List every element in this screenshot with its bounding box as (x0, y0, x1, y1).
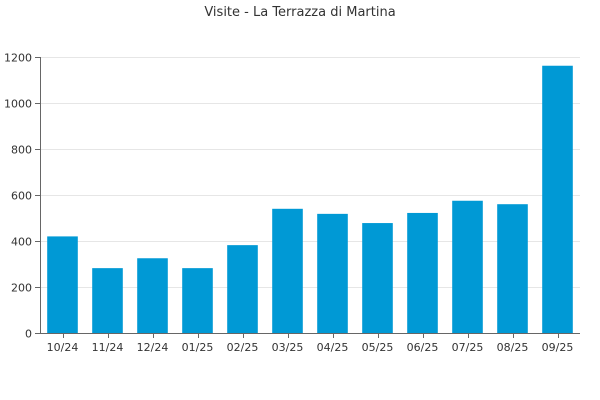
bar-07-25 (452, 200, 483, 333)
y-tick-label: 1000 (4, 98, 32, 111)
x-tick-label: 05/25 (362, 341, 394, 354)
x-tick-label: 03/25 (272, 341, 304, 354)
bar-11-24 (92, 268, 123, 333)
y-tick-label: 600 (11, 190, 32, 203)
bar-06-25 (407, 212, 438, 333)
bar-01-25 (182, 268, 213, 333)
x-tick-label: 01/25 (182, 341, 214, 354)
x-tick-label: 02/25 (227, 341, 259, 354)
x-tick-label: 07/25 (452, 341, 484, 354)
chart-title: Visite - La Terrazza di Martina (204, 5, 395, 20)
bar-10-24 (47, 236, 78, 333)
bar-12-24 (137, 258, 168, 333)
y-tick-label: 400 (11, 236, 32, 249)
bar-04-25 (317, 213, 348, 333)
bar-03-25 (272, 208, 303, 333)
y-tick-label: 800 (11, 144, 32, 157)
axes (35, 57, 580, 338)
bar-08-25 (497, 204, 528, 333)
x-tick-label: 11/24 (92, 341, 124, 354)
x-tick-label: 04/25 (317, 341, 349, 354)
x-tick-label: 12/24 (137, 341, 169, 354)
gridlines (40, 57, 580, 288)
x-tick-label: 09/25 (542, 341, 574, 354)
bar-09-25 (542, 65, 573, 334)
bar-02-25 (227, 245, 258, 333)
x-tick-labels: 10/24 11/24 12/24 01/25 02/25 03/25 04/25 05/25… (47, 341, 574, 354)
bars (47, 65, 573, 334)
x-tick-label: 06/25 (407, 341, 439, 354)
y-tick-label: 1200 (4, 52, 32, 65)
bar-05-25 (362, 223, 393, 333)
x-tick-label: 08/25 (497, 341, 529, 354)
y-tick-labels: 0 200 400 600 800 1000 1200 (4, 52, 32, 341)
y-tick-label: 0 (25, 328, 32, 341)
x-tick-label: 10/24 (47, 341, 79, 354)
y-tick-label: 200 (11, 282, 32, 295)
